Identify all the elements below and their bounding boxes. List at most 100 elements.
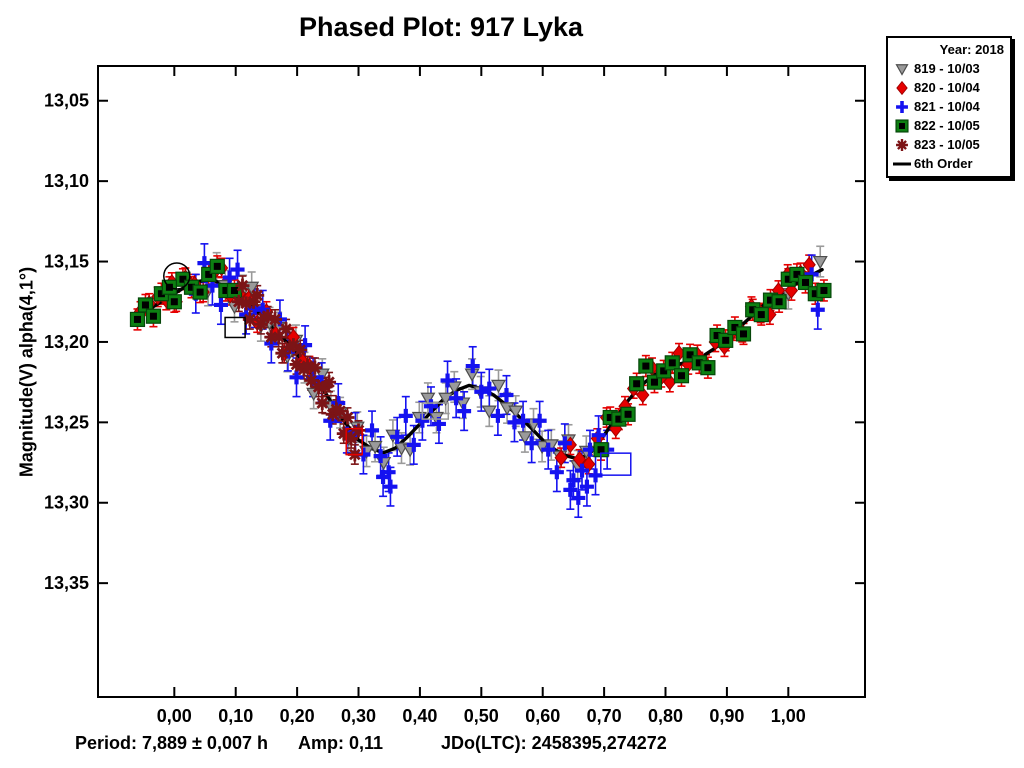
marker-square-dot-icon [739,330,747,338]
marker-square-dot-icon [642,362,650,370]
y-tick-label: 13,30 [44,493,89,513]
marker-asterisk-icon [235,278,250,293]
legend-triangle-down-icon [895,63,909,76]
legend-entry-label: 823 - 10/05 [914,137,980,152]
marker-square-dot-icon [213,262,221,270]
marker-plus-icon [406,437,421,452]
marker-plus-icon [230,262,245,277]
marker-square-dot-icon [899,122,905,129]
marker-asterisk-icon [340,410,355,425]
marker-square-dot-icon [731,323,739,331]
marker-plus-icon [373,449,388,464]
marker-square-dot-icon [757,311,765,319]
marker-square-dot-icon [222,286,230,294]
marker-square-dot-icon [615,415,623,423]
y-tick-label: 13,20 [44,332,89,352]
legend-square-dot-icon [895,118,909,133]
marker-asterisk-icon [344,431,359,446]
marker-square-dot-icon [196,288,204,296]
marker-square-dot-icon [713,332,721,340]
marker-triangle-down-icon [517,431,533,445]
marker-plus-icon [376,470,391,485]
x-tick-label: 0,70 [587,706,622,726]
marker-square-dot-icon [767,296,775,304]
marker-square-dot-icon [704,364,712,372]
marker-asterisk-icon [231,294,246,309]
marker-triangle-down-icon [481,405,497,419]
marker-square-dot-icon [606,414,614,422]
marker-asterisk-icon [239,296,254,311]
marker-plus-icon [423,399,438,414]
marker-triangle-down-icon [508,405,524,419]
marker-plus-icon [516,413,531,428]
marker-square-dot-icon [793,270,801,278]
plot-border [97,65,866,698]
marker-square-dot-icon [811,290,819,298]
marker-asterisk-icon [271,330,286,345]
marker-square-dot-icon [188,283,196,291]
marker-asterisk-icon [246,294,261,309]
x-tick-label: 0,40 [402,706,437,726]
marker-asterisk-icon [286,338,301,353]
marker-triangle-down-icon [306,387,322,402]
marker-diamond-icon [554,449,568,467]
marker-square-dot-icon [650,378,658,386]
legend-box: Year: 2018 819 - 10/03 820 - 10/04 821 - 1… [886,36,1012,178]
legend-entry: 823 - 10/05 [892,135,1006,154]
legend-line-icon [893,162,911,165]
marker-asterisk-icon [275,346,290,361]
marker-asterisk-icon [304,373,319,388]
marker-plus-icon [365,423,380,438]
page-title: Phased Plot: 917 Lyka [298,12,584,42]
marker-plus-icon [810,302,825,317]
highlight-circle [163,262,191,290]
marker-asterisk-icon [256,310,271,325]
x-tick-label: 1,00 [771,706,806,726]
marker-plus-icon [549,465,564,480]
marker-plus-icon [557,436,572,451]
y-tick-label: 13,15 [44,252,89,272]
marker-asterisk-icon [242,312,257,327]
marker-plus-icon [449,391,464,406]
y-tick-label: 13,05 [44,91,89,111]
legend-plus-icon [896,100,908,113]
highlight-rect [224,316,246,339]
x-tick-label: 0,60 [525,706,560,726]
legend-entry-label: 822 - 10/05 [914,118,980,133]
x-tick-label: 0,30 [341,706,376,726]
marker-diamond-icon [896,80,908,95]
marker-plus-icon [532,413,547,428]
legend-entry: 6th Order [892,154,1006,173]
marker-square-dot-icon [633,380,641,388]
legend-entry-label: 6th Order [914,156,973,171]
period-value: Period: 7,889 ± 0,007 h [75,733,268,753]
legend-diamond-icon [896,80,908,95]
marker-diamond-icon [572,451,587,468]
y-tick-label: 13,25 [44,412,89,432]
marker-square-dot-icon [170,298,178,306]
legend-year-header: Year: 2018 [939,42,1004,57]
marker-plus-icon [571,490,586,505]
marker-square-dot-icon [749,306,757,314]
marker-asterisk-icon [293,342,308,357]
amplitude-value: Amp: 0,11 [297,733,384,753]
marker-square-dot-icon [149,312,157,320]
legend-entry: 819 - 10/03 [892,59,1006,78]
marker-square-dot-icon [230,286,238,294]
marker-asterisk-icon [336,426,351,441]
marker-square-dot-icon [660,367,668,375]
highlight-rect [345,427,363,456]
marker-plus-icon [222,270,237,285]
marker-plus-icon [457,404,472,419]
marker-plus-icon [440,373,455,388]
marker-square-dot-icon [133,315,141,323]
marker-plus-icon [579,479,594,494]
legend-entry: 820 - 10/04 [892,78,1006,97]
x-tick-label: 0,20 [280,706,315,726]
marker-asterisk-icon [260,309,275,324]
marker-square-dot-icon [157,290,165,298]
marker-square-dot-icon [624,410,632,418]
marker-triangle-down-icon [367,440,383,455]
legend-entry-label: 819 - 10/03 [914,61,980,76]
